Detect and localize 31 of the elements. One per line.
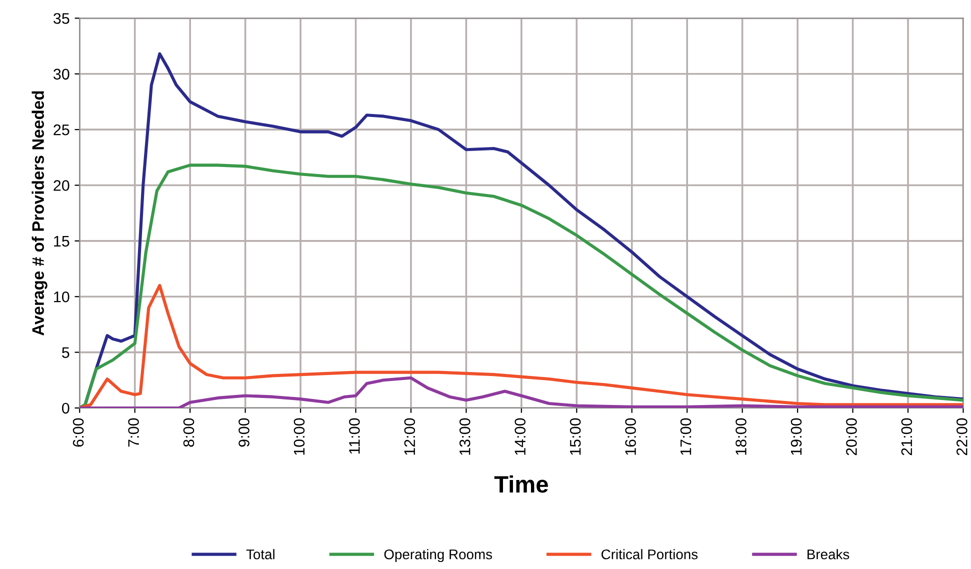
x-tick-label: 21:00 <box>901 418 912 456</box>
y-tick-label: 35 <box>53 13 70 24</box>
x-tick-label: 18:00 <box>736 418 746 455</box>
x-tick-label: 11:00 <box>349 418 360 454</box>
y-tick-label: 5 <box>62 347 70 358</box>
x-tick-label: 12:00 <box>404 418 416 455</box>
x-axis-title: Time <box>494 475 548 493</box>
x-tick-label: 13:00 <box>459 418 470 455</box>
y-axis-title: Average # of Providers Needed <box>32 91 48 336</box>
x-tick-label: 6:00 <box>72 418 84 447</box>
x-tick-label: 8:00 <box>183 418 194 447</box>
y-tick-label: 15 <box>54 236 70 247</box>
x-tick-label: 16:00 <box>625 418 636 455</box>
legend-label: Critical Portions <box>602 549 698 560</box>
x-tick-label: 14:00 <box>514 418 526 455</box>
x-tick-label: 20:00 <box>846 418 857 456</box>
y-tick-label: 10 <box>54 291 70 302</box>
y-tick-label: 0 <box>62 402 70 414</box>
x-tick-label: 10:00 <box>294 418 305 455</box>
x-tick-label: 7:00 <box>128 418 139 447</box>
legend-label: Total <box>246 549 274 560</box>
y-tick-label: 20 <box>54 180 70 191</box>
x-tick-label: 15:00 <box>570 418 581 455</box>
y-tick-label: 30 <box>53 68 70 80</box>
legend-label: Breaks <box>808 549 850 560</box>
legend-label: Operating Rooms <box>384 549 492 562</box>
x-tick-label: 9:00 <box>238 418 250 447</box>
x-tick-label: 17:00 <box>680 418 692 455</box>
y-tick-label: 25 <box>54 124 70 136</box>
x-tick-label: 22:00 <box>956 418 968 456</box>
x-tick-label: 19:00 <box>790 418 802 455</box>
